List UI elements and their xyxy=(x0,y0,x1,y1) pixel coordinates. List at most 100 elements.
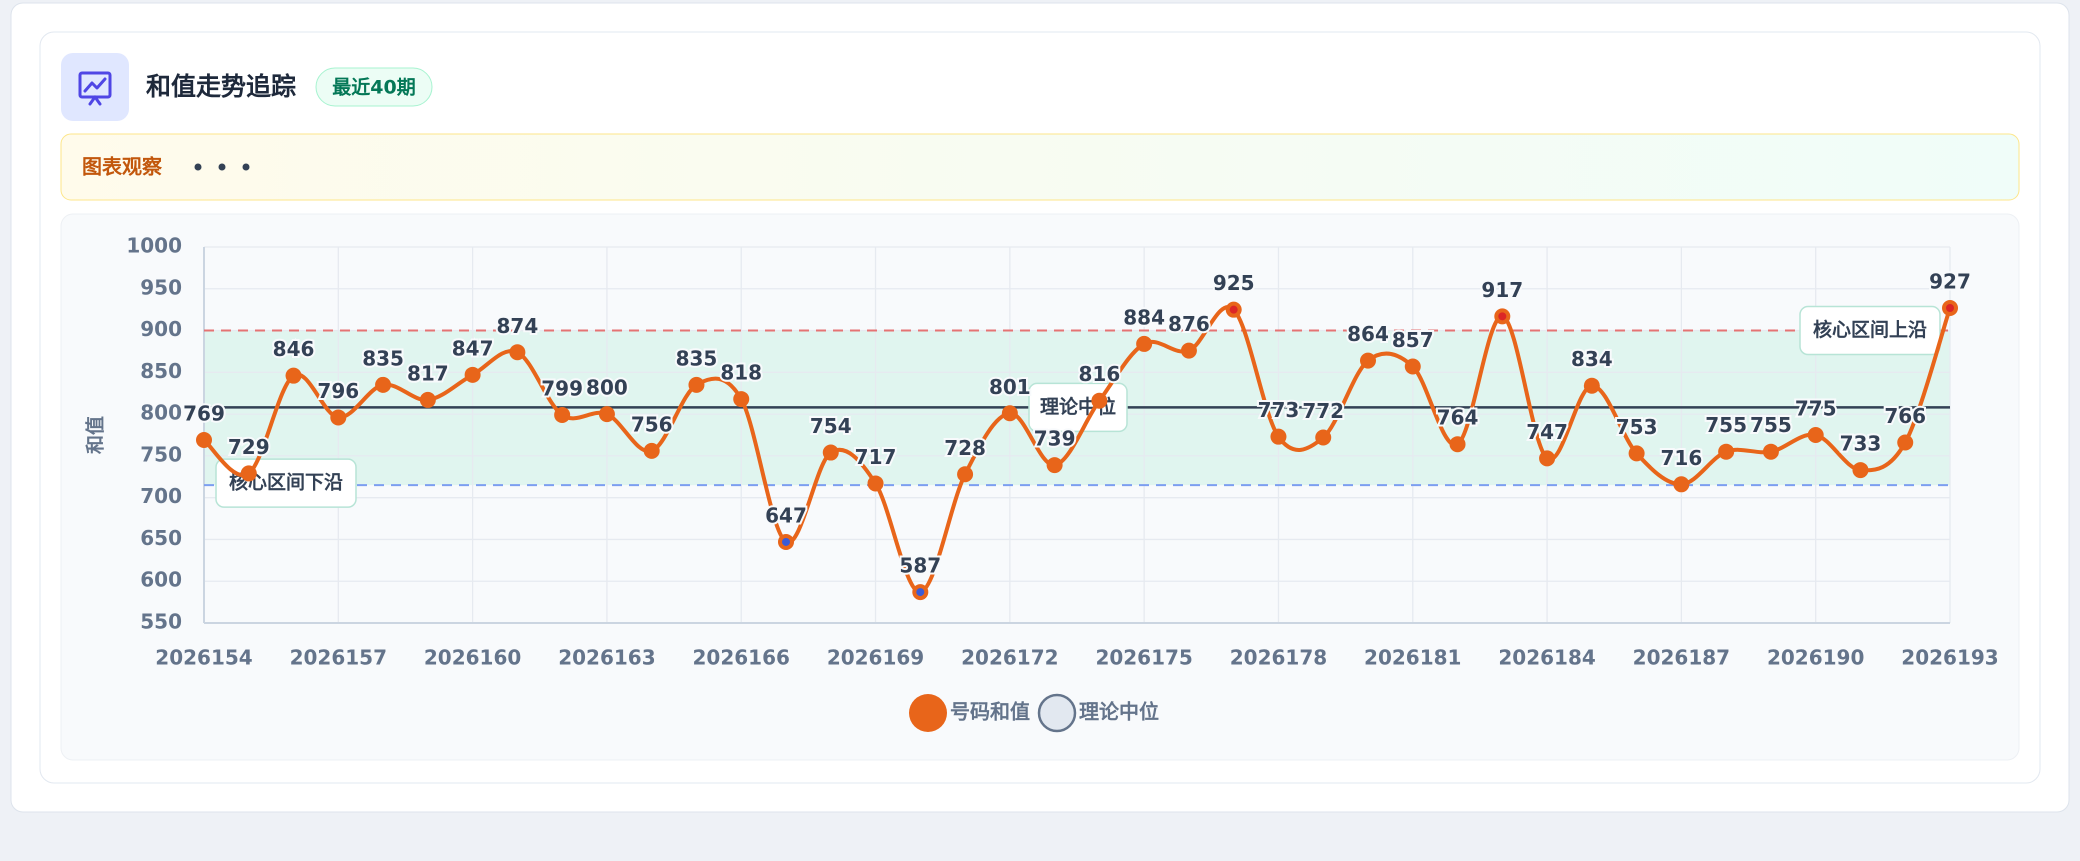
data-label: 927 xyxy=(1929,269,1971,293)
data-label: 754 xyxy=(810,414,852,438)
point xyxy=(330,409,347,426)
point xyxy=(1001,405,1018,422)
x-tick-label: 2026187 xyxy=(1633,646,1730,670)
point xyxy=(509,344,526,361)
data-label: 846 xyxy=(273,337,315,361)
y-axis-label: 和值 xyxy=(84,416,107,454)
data-label: 799 xyxy=(541,376,583,400)
observation-title: 图表观察 xyxy=(82,155,163,179)
point xyxy=(419,391,436,408)
data-label: 747 xyxy=(1526,420,1568,444)
data-label: 834 xyxy=(1571,347,1613,371)
data-label: 847 xyxy=(452,336,494,360)
point xyxy=(196,432,212,449)
data-label: 874 xyxy=(497,314,539,338)
data-label: 800 xyxy=(586,376,628,400)
badge: 最近40期 xyxy=(332,77,415,99)
annotation: 核心区间下沿 xyxy=(229,471,343,494)
data-label: 925 xyxy=(1213,271,1255,295)
x-tick-label: 2026178 xyxy=(1230,646,1327,670)
annotation: 核心区间上沿 xyxy=(1813,318,1927,341)
x-tick-label: 2026172 xyxy=(961,646,1058,670)
data-label: 818 xyxy=(720,361,762,385)
x-tick-label: 2026154 xyxy=(155,646,252,670)
legend-label: 理论中位 xyxy=(1079,700,1159,724)
x-tick-label: 2026184 xyxy=(1498,646,1595,670)
point-high xyxy=(1498,312,1507,321)
data-label: 876 xyxy=(1168,312,1210,336)
point xyxy=(1762,443,1779,460)
legend-label: 号码和值 xyxy=(950,700,1030,724)
point xyxy=(464,366,481,383)
data-label: 864 xyxy=(1347,322,1389,346)
data-label: 816 xyxy=(1079,362,1121,386)
point xyxy=(1539,450,1556,467)
x-tick-label: 2026169 xyxy=(827,646,924,670)
point-low xyxy=(782,537,790,546)
y-tick-label: 650 xyxy=(140,526,182,550)
point xyxy=(554,406,571,423)
point-high xyxy=(1229,305,1238,314)
point xyxy=(1315,429,1332,446)
point xyxy=(1136,335,1153,352)
point xyxy=(1404,358,1421,375)
data-label: 917 xyxy=(1481,278,1523,302)
point xyxy=(867,475,884,492)
y-tick-label: 950 xyxy=(140,275,182,299)
data-label: 773 xyxy=(1258,398,1300,422)
data-label: 755 xyxy=(1705,413,1747,437)
data-label: 772 xyxy=(1302,399,1344,423)
point xyxy=(1852,462,1869,479)
data-label: 796 xyxy=(317,379,359,403)
data-label: 716 xyxy=(1661,446,1703,470)
data-label: 835 xyxy=(676,346,718,370)
point xyxy=(1628,445,1645,462)
y-tick-label: 550 xyxy=(140,610,182,634)
point xyxy=(598,406,615,423)
point xyxy=(1718,443,1735,460)
point xyxy=(1046,457,1063,474)
point xyxy=(688,376,705,393)
x-tick-label: 2026157 xyxy=(290,646,387,670)
point xyxy=(957,466,974,483)
x-tick-label: 2026166 xyxy=(693,646,790,670)
x-tick-label: 2026175 xyxy=(1095,646,1192,670)
x-tick-label: 2026190 xyxy=(1767,646,1864,670)
point xyxy=(1673,476,1690,493)
data-label: 587 xyxy=(899,554,941,578)
y-tick-label: 850 xyxy=(140,359,182,383)
legend-swatch xyxy=(909,694,947,732)
data-label: 766 xyxy=(1884,404,1926,428)
data-label: 753 xyxy=(1616,415,1658,439)
annotation-box xyxy=(1799,305,1941,356)
data-label: 717 xyxy=(855,445,897,469)
point xyxy=(1360,352,1376,369)
point xyxy=(1091,392,1108,409)
point xyxy=(1583,377,1600,394)
point xyxy=(1807,427,1824,443)
data-label: 647 xyxy=(765,503,807,527)
point xyxy=(733,391,750,408)
point xyxy=(1897,434,1914,451)
point xyxy=(822,444,839,461)
legend-swatch xyxy=(1037,693,1077,733)
badge-bg xyxy=(315,67,433,107)
point xyxy=(1449,436,1466,453)
y-tick-label: 600 xyxy=(140,568,182,592)
data-label: 739 xyxy=(1034,427,1076,451)
data-label: 756 xyxy=(631,412,673,436)
data-label: 801 xyxy=(989,375,1031,399)
data-label: 728 xyxy=(944,436,986,460)
point xyxy=(1270,428,1287,445)
point xyxy=(285,367,302,384)
data-label: 764 xyxy=(1437,406,1479,430)
data-label: 884 xyxy=(1123,305,1165,329)
x-tick-label: 2026163 xyxy=(558,646,655,670)
data-label: 729 xyxy=(228,435,270,459)
data-label: 755 xyxy=(1750,413,1792,437)
point xyxy=(643,442,660,459)
y-tick-label: 700 xyxy=(140,484,182,508)
point-high xyxy=(1946,303,1954,312)
title: 和值走势追踪 xyxy=(146,72,296,101)
